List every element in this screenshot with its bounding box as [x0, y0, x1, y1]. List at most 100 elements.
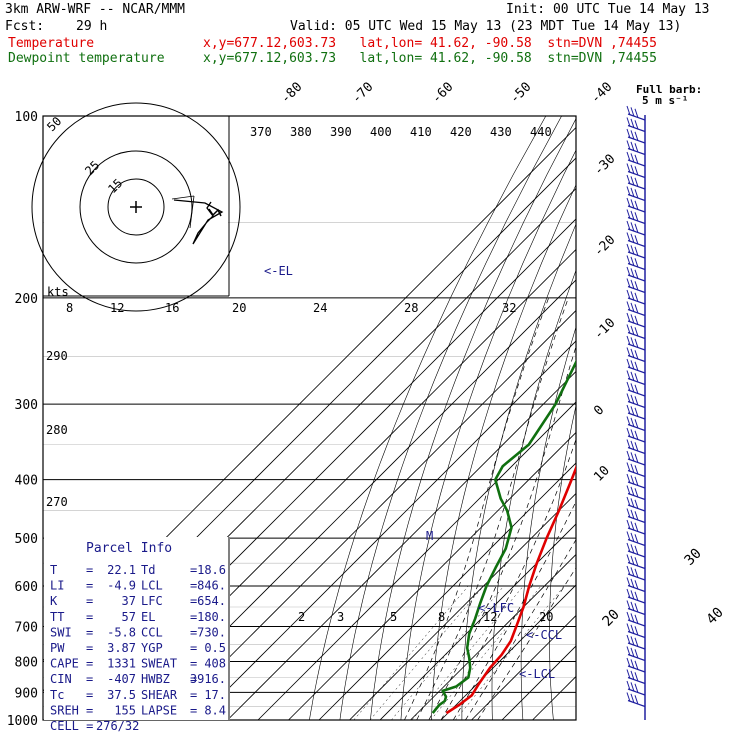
wind-barb-flag [634, 557, 639, 567]
wind-barb-flag [626, 174, 631, 185]
barb-legend-title: Full barb: [636, 83, 702, 96]
wind-barb-flag [630, 141, 635, 152]
wind-barb-shaft [627, 216, 646, 225]
wind-barb-flag [630, 187, 635, 198]
mixing-ratio-line [455, 585, 565, 720]
wind-barb-flag [630, 233, 635, 244]
wind-barb-shaft [627, 561, 646, 570]
wind-barb-shaft [627, 607, 646, 616]
wind-barbs [626, 105, 646, 720]
wind-barb-flag [634, 660, 639, 670]
wind-barb-shaft [627, 538, 646, 547]
wind-barb-shaft [627, 653, 646, 662]
pressure-tick-label: 500 [15, 532, 38, 547]
moist-adiabat-line [416, 297, 569, 720]
parcel-value: 155 [114, 703, 136, 717]
wind-barb-flag [634, 580, 639, 590]
wind-barb-flag [634, 614, 639, 624]
legend-dewpoint-info: x,y=677.12,603.73 lat,lon= 41.62, -90.58… [203, 51, 657, 66]
wind-barb-flag [626, 105, 631, 116]
wind-barb-flag [630, 452, 635, 462]
wind-barb [626, 680, 646, 696]
wind-barb-flag [634, 200, 639, 210]
wind-barb-flag [626, 370, 631, 380]
theta-label: 380 [290, 125, 312, 139]
wind-barb [626, 278, 646, 294]
init-time: Init: 00 UTC Tue 14 May 13 [506, 2, 710, 17]
parcel-key: CELL = [50, 719, 93, 733]
wind-barb-flag [634, 407, 639, 417]
wind-barb-shaft [627, 170, 646, 179]
wind-barb-shaft [627, 481, 646, 489]
mixing-ratio-label: 2 [298, 610, 305, 624]
wind-barb [626, 577, 646, 593]
wind-barb-flag [630, 417, 635, 428]
wind-barb-flag [626, 232, 631, 242]
wind-barb-shaft [627, 550, 646, 558]
wind-barb-flag [630, 693, 635, 704]
parcel-value: 0.5 [204, 641, 226, 655]
wind-barb [626, 220, 646, 236]
mixing-ratio-line [369, 585, 484, 720]
left-theta-label: 290 [46, 349, 68, 363]
wind-barb-flag [630, 360, 635, 370]
wind-barb-flag [630, 245, 635, 255]
isotherm-line [196, 340, 576, 720]
parcel-value: 846. [197, 579, 226, 593]
mixing-ratio-label: 20 [539, 610, 553, 624]
wind-barb-flag [634, 453, 639, 463]
wind-barb-flag [634, 327, 639, 337]
wind-barb-flag [634, 269, 639, 279]
parcel-equals: = [190, 625, 197, 639]
parcel-key: T [50, 563, 57, 577]
dry-adiabat-line [549, 404, 576, 720]
hodograph-ring [31, 102, 241, 312]
wind-barb-flag [626, 542, 631, 553]
pressure-tick-label: 900 [15, 686, 38, 701]
wind-barb-flag [630, 544, 635, 554]
wind-barb-flag [630, 636, 635, 646]
mixing-ratio-line [391, 585, 504, 720]
parcel-equals: = [86, 610, 93, 624]
wind-barb [626, 669, 646, 685]
wind-barb-shaft [627, 113, 646, 121]
parcel-equals: = [86, 594, 93, 608]
parcel-equals: = [190, 563, 197, 577]
parcel-key: LAPSE [141, 703, 177, 717]
parcel-key: SWEAT [141, 657, 177, 671]
wind-barb-shaft [627, 665, 646, 673]
wind-barb-flag [634, 522, 639, 532]
wind-barb-shaft [627, 262, 646, 271]
wind-barb-shaft [627, 676, 646, 685]
wind-barb-flag [626, 600, 631, 610]
wind-barb-shaft [627, 435, 646, 443]
parcel-key: PW [50, 641, 65, 655]
moist-adiabat-label: 16 [165, 301, 179, 315]
wind-barb-shaft [627, 308, 646, 317]
wind-barb-flag [634, 350, 639, 360]
wind-barb-flag [630, 291, 635, 301]
barb-legend-units: 5 m s⁻¹ [642, 94, 688, 107]
wind-barb-flag [626, 347, 631, 357]
dry-adiabat-line [339, 116, 562, 720]
wind-barb-flag [634, 154, 639, 164]
wind-barb-flag [626, 312, 631, 323]
moist-adiabat-label: 8 [66, 301, 73, 315]
parcel-panel-background [44, 537, 230, 720]
parcel-key: HWBZ [141, 672, 170, 686]
wind-barb-flag [626, 450, 631, 461]
wind-barb-flag [630, 498, 635, 508]
legend-temperature: Temperature [8, 36, 95, 51]
pressure-tick-label: 700 [15, 620, 38, 635]
legend-dewpoint: Dewpoint temperature [8, 51, 165, 66]
wind-barb-shaft [627, 251, 646, 259]
wind-barb-flag [626, 496, 631, 507]
parcel-equals: = [86, 703, 93, 717]
parcel-value: 180. [197, 610, 226, 624]
wind-barb [626, 324, 646, 340]
wind-barb-flag [630, 682, 635, 692]
wind-barb-shaft [627, 320, 646, 328]
isotherm-line [257, 401, 576, 720]
wind-barb-flag [630, 325, 635, 336]
parcel-value: 22.1 [107, 563, 136, 577]
